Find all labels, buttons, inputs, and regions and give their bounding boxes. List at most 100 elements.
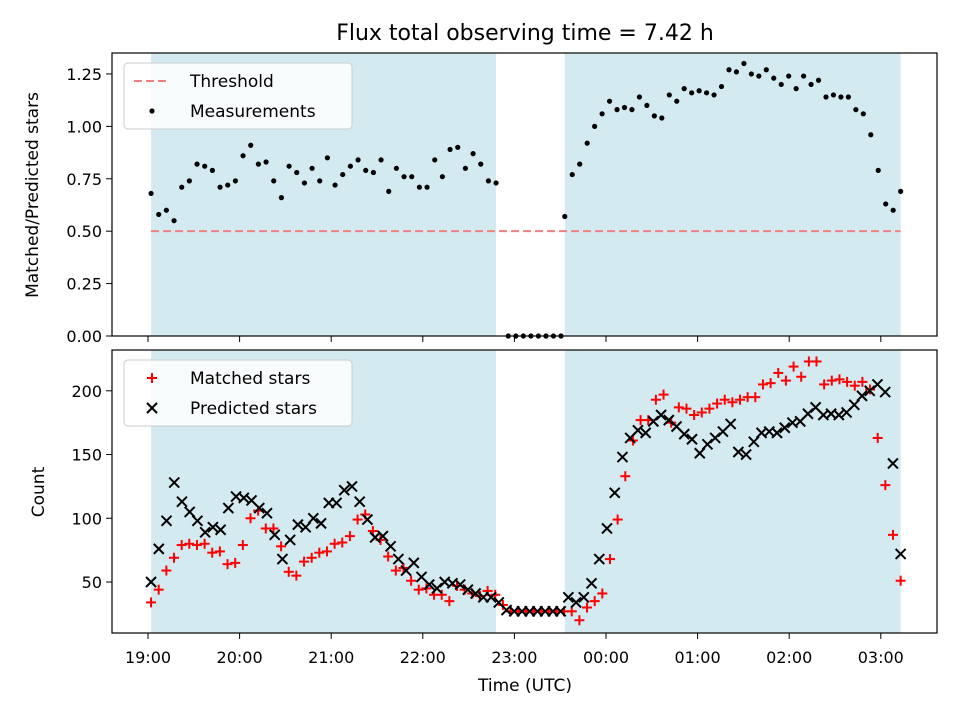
predicted-x-b [871,378,884,391]
predicted-star-marker [554,605,567,618]
measurement-point [202,163,208,169]
matched-star-marker [757,379,768,390]
x-axis-label: Time (UTC) [477,676,572,696]
predicted-x-b [183,506,196,518]
measurement-point [703,90,710,96]
predicted-star-marker [153,543,165,555]
matched-star-marker [750,392,761,403]
matched-star-marker [153,584,164,595]
predicted-x-b [740,448,752,461]
predicted-star-marker [160,515,173,527]
predicted-x-b [493,596,505,609]
measurement-point [485,178,492,184]
measurement-point [898,188,904,194]
measurement-point [324,155,331,161]
matched-star-marker [406,575,417,586]
measurement-point [599,111,605,117]
predicted-star-marker [276,553,289,565]
matched-star-marker [788,361,799,372]
predicted-star-marker [593,553,605,565]
measurement-point [726,67,732,73]
predicted-x-b [616,451,629,463]
predicted-x-b [632,424,644,437]
x-tick-label: 22:00 [400,648,446,667]
measurement-point [271,178,277,184]
measurement-point [416,184,423,190]
measurement-point [644,102,650,109]
measurement-point [470,151,476,157]
legend-box [123,359,353,427]
matched-star-marker [222,559,233,570]
measurement-point [179,184,185,190]
x-tick-label: 01:00 [675,648,721,667]
predicted-star-marker [338,484,350,496]
matched-star-marker [689,410,700,421]
top-legend: Threshold Measurements [123,62,353,130]
measurement-point [294,169,300,176]
measurement-point [659,115,665,121]
predicted-x-b [554,605,567,618]
predicted-star-marker [238,492,250,504]
predicted-star-marker [570,596,582,609]
measurement-point [860,111,866,117]
predicted-x-b [392,553,405,565]
matched-star-marker [681,403,692,414]
predicted-x-b [369,531,381,544]
measurement-point [370,169,377,176]
predicted-x-b [609,487,621,499]
predicted-star-marker [168,476,180,489]
measurement-point [309,165,315,171]
predicted-star-marker [222,502,235,514]
x-tick-label: 02:00 [766,648,812,667]
bottom-y-tick-label: 50 [82,573,102,592]
predicted-star-marker [485,591,497,604]
measurement-point [386,188,392,194]
predicted-x-b [153,543,165,555]
predicted-star-marker [315,517,327,530]
predicted-x-b [330,497,343,509]
measurement-point [439,174,446,180]
measurement-point [718,83,725,90]
measurement-point [401,174,407,180]
matched-star-marker [604,554,615,565]
matched-star-marker [796,371,807,382]
shaded-span [564,350,901,633]
predicted-x-b [361,513,374,526]
predicted-star-marker [601,522,613,535]
matched-star-marker [314,547,325,558]
predicted-x-b [268,529,281,541]
matched-star-marker [620,471,631,482]
matched-star-marker [887,529,898,540]
measurement-point [733,69,740,75]
measurement-point [263,159,269,165]
matched-star-marker [337,537,348,548]
measurement-point [883,201,889,207]
measurement-point [763,67,769,73]
predicted-star-marker [632,424,644,437]
predicted-x-b [160,515,173,527]
measurement-point [696,88,702,94]
measurement-point [301,180,307,186]
predicted-x-b [353,495,366,508]
predicted-star-marker [771,427,783,439]
measurement-point [378,157,384,163]
x-tick-label: 03:00 [858,648,904,667]
predicted-star-marker [469,587,482,600]
top-y-tick-label: 1.00 [66,117,102,136]
predicted-star-marker [423,578,435,591]
predicted-star-marker [199,526,211,538]
predicted-star-marker [346,480,358,493]
predicted-x-b [686,433,698,445]
matched-star-marker [237,540,248,551]
predicted-x-b [485,591,497,604]
matched-star-marker [895,575,906,586]
measurement-point [793,86,799,92]
matched-star-marker [497,599,508,610]
predicted-x-b [261,507,273,519]
measurement-point [666,92,672,98]
measurement-point [332,182,338,188]
matched-star-marker [291,570,302,581]
matched-star-marker [773,367,784,378]
predicted-x-b [176,495,188,508]
measurement-point [225,182,231,188]
